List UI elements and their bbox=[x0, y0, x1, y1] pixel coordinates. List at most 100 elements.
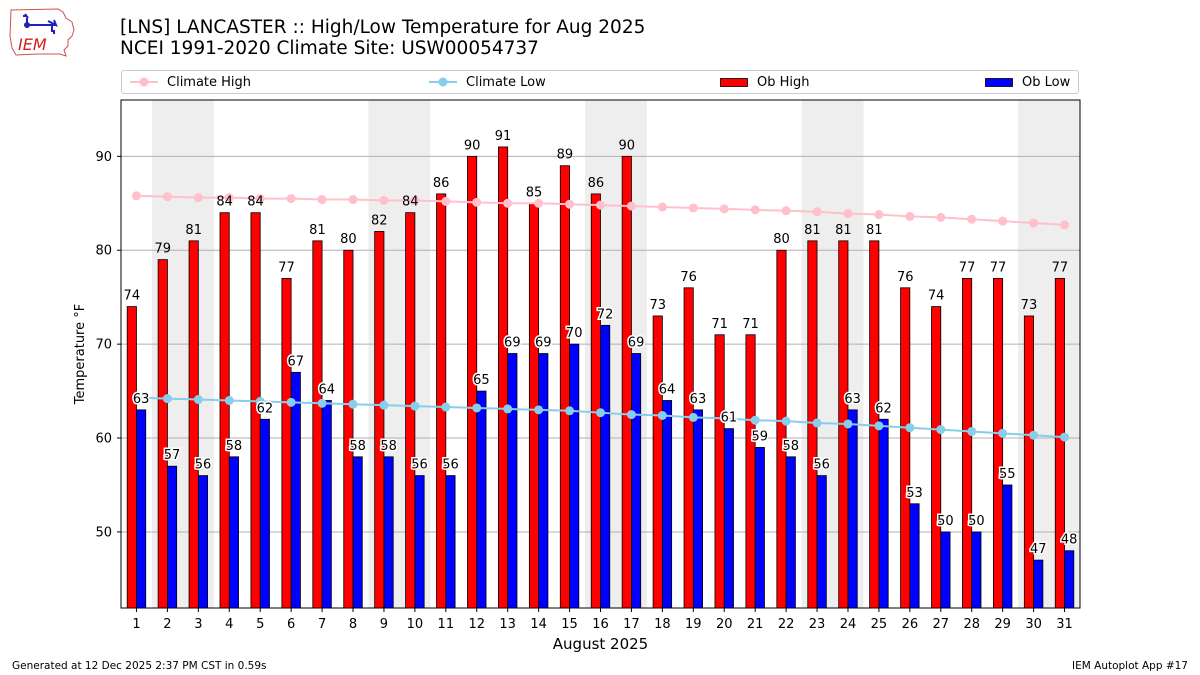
logo-text: IEM bbox=[18, 35, 47, 54]
ob-high-bar bbox=[621, 155, 632, 609]
ob-low-bar bbox=[723, 428, 734, 609]
legend-item-ob-low: Ob Low bbox=[985, 71, 1070, 93]
ob-low-value-label: 55 bbox=[999, 467, 1016, 482]
x-tick-label: 20 bbox=[716, 617, 733, 632]
climate-high-point bbox=[1029, 218, 1039, 228]
ob-high-value-label: 73 bbox=[649, 298, 666, 313]
ob-low-value-label: 69 bbox=[504, 336, 521, 351]
climate-high-point bbox=[657, 202, 667, 212]
ob-high-value-label: 85 bbox=[526, 185, 543, 200]
ob-low-value-label: 50 bbox=[968, 514, 985, 529]
x-tick-label: 26 bbox=[902, 617, 919, 632]
ob-low-value-label: 48 bbox=[1061, 533, 1078, 548]
climate-low-point bbox=[874, 421, 884, 431]
x-axis: 1 2 3 4 5 6 7 8 9 10 11 12 13 14 15 16 17 18 19 20 21 22 23 24 2… bbox=[132, 608, 1073, 632]
climate-low-point bbox=[193, 395, 203, 405]
ob-high-bar bbox=[343, 249, 354, 609]
x-tick-label: 30 bbox=[1025, 617, 1042, 632]
ob-high-value-label: 81 bbox=[309, 223, 326, 238]
legend-item-climate-low: Climate Low bbox=[429, 71, 546, 93]
ob-high-bar bbox=[992, 278, 1004, 609]
climate-low-point bbox=[410, 401, 420, 411]
ob-high-value-label: 91 bbox=[495, 129, 512, 144]
climate-high-point bbox=[750, 205, 760, 215]
legend-label-climate-high: Climate High bbox=[167, 74, 252, 90]
ob-high-value-label: 80 bbox=[340, 232, 357, 247]
x-tick-label: 29 bbox=[994, 617, 1011, 632]
ob-low-value-label: 69 bbox=[628, 336, 645, 351]
climate-low-point bbox=[781, 416, 791, 426]
x-tick-label: 18 bbox=[654, 617, 671, 632]
ob-high-value-label: 81 bbox=[804, 223, 821, 238]
legend-label-ob-low: Ob Low bbox=[1022, 74, 1071, 90]
ob-high-value-label: 81 bbox=[185, 223, 202, 238]
ob-low-swatch-icon bbox=[985, 78, 1013, 87]
ob-low-bar bbox=[321, 400, 332, 609]
ob-low-bar bbox=[136, 409, 147, 609]
x-tick-label: 11 bbox=[438, 617, 455, 632]
x-tick-label: 16 bbox=[592, 617, 609, 632]
y-tick-label: 50 bbox=[95, 525, 112, 540]
ob-high-value-label: 90 bbox=[464, 138, 481, 153]
climate-low-point bbox=[441, 402, 451, 412]
climate-low-point bbox=[596, 408, 605, 418]
climate-low-point bbox=[719, 413, 729, 423]
climate-low-line bbox=[136, 396, 1065, 439]
climate-high-point bbox=[255, 194, 265, 204]
x-tick-label: 31 bbox=[1056, 617, 1073, 632]
ob-high-bar bbox=[188, 240, 199, 609]
climate-low-point bbox=[843, 419, 853, 429]
ob-low-bar bbox=[507, 353, 518, 609]
ob-low-value-label: 47 bbox=[1030, 542, 1047, 557]
y-tick-label: 60 bbox=[95, 432, 112, 447]
climate-low-point bbox=[998, 428, 1008, 438]
ob-low-value-label: 63 bbox=[844, 392, 861, 407]
climate-low-point bbox=[1029, 430, 1039, 440]
climate-high-point bbox=[162, 192, 172, 202]
ob-high-bar bbox=[467, 155, 478, 609]
ob-high-value-label: 71 bbox=[742, 317, 759, 332]
ob-high-swatch-icon bbox=[720, 78, 748, 87]
ob-low-value-label: 67 bbox=[288, 354, 305, 369]
climate-high-line-icon bbox=[130, 77, 158, 87]
bar-value-labels: 74 63 79 57 81 56 84 58 84 62 77 67 81 64 80 58 82 58 84 56… bbox=[124, 129, 1079, 559]
ob-low-value-label: 64 bbox=[659, 382, 676, 397]
weekend-shade bbox=[182, 100, 214, 608]
ob-low-value-label: 59 bbox=[752, 429, 769, 444]
x-tick-label: 6 bbox=[287, 617, 295, 632]
ob-low-bar bbox=[785, 456, 796, 609]
ob-high-value-label: 77 bbox=[278, 260, 295, 275]
ob-low-value-label: 64 bbox=[318, 382, 335, 397]
ob-high-value-label: 81 bbox=[866, 223, 883, 238]
climate-high-point bbox=[131, 191, 141, 201]
ob-low-bar bbox=[631, 353, 642, 609]
x-tick-label: 27 bbox=[933, 617, 950, 632]
ob-high-value-label: 84 bbox=[247, 195, 264, 210]
ob-high-bar bbox=[1023, 315, 1034, 609]
climate-low-point bbox=[905, 423, 915, 433]
climate-low-point bbox=[657, 411, 667, 421]
legend-item-climate-high: Climate High bbox=[130, 71, 251, 93]
climate-high-point bbox=[317, 195, 327, 205]
title-line-2: NCEI 1991-2020 Climate Site: USW00054737 bbox=[120, 38, 539, 59]
climate-low-point bbox=[224, 395, 234, 405]
climate-high-point bbox=[565, 199, 575, 209]
climate-low-point bbox=[348, 399, 358, 409]
climate-high-point bbox=[812, 207, 822, 217]
ob-low-value-label: 63 bbox=[690, 392, 707, 407]
ob-low-bar bbox=[167, 465, 178, 609]
climate-high-point bbox=[781, 206, 791, 216]
ob-low-value-label: 63 bbox=[133, 392, 150, 407]
ob-low-bar bbox=[383, 456, 394, 609]
ob-high-bar bbox=[281, 278, 292, 609]
x-tick-label: 10 bbox=[407, 617, 424, 632]
ob-low-bar bbox=[352, 456, 363, 609]
ob-low-value-label: 58 bbox=[349, 439, 366, 454]
ob-high-bar bbox=[1054, 278, 1065, 609]
climate-low-point bbox=[255, 396, 265, 406]
ob-low-value-label: 56 bbox=[195, 458, 212, 473]
x-tick-label: 12 bbox=[468, 617, 485, 632]
ob-low-value-label: 62 bbox=[257, 401, 274, 416]
ob-high-bar bbox=[869, 240, 880, 609]
generated-timestamp: Generated at 12 Dec 2025 2:37 PM CST in … bbox=[12, 660, 267, 672]
